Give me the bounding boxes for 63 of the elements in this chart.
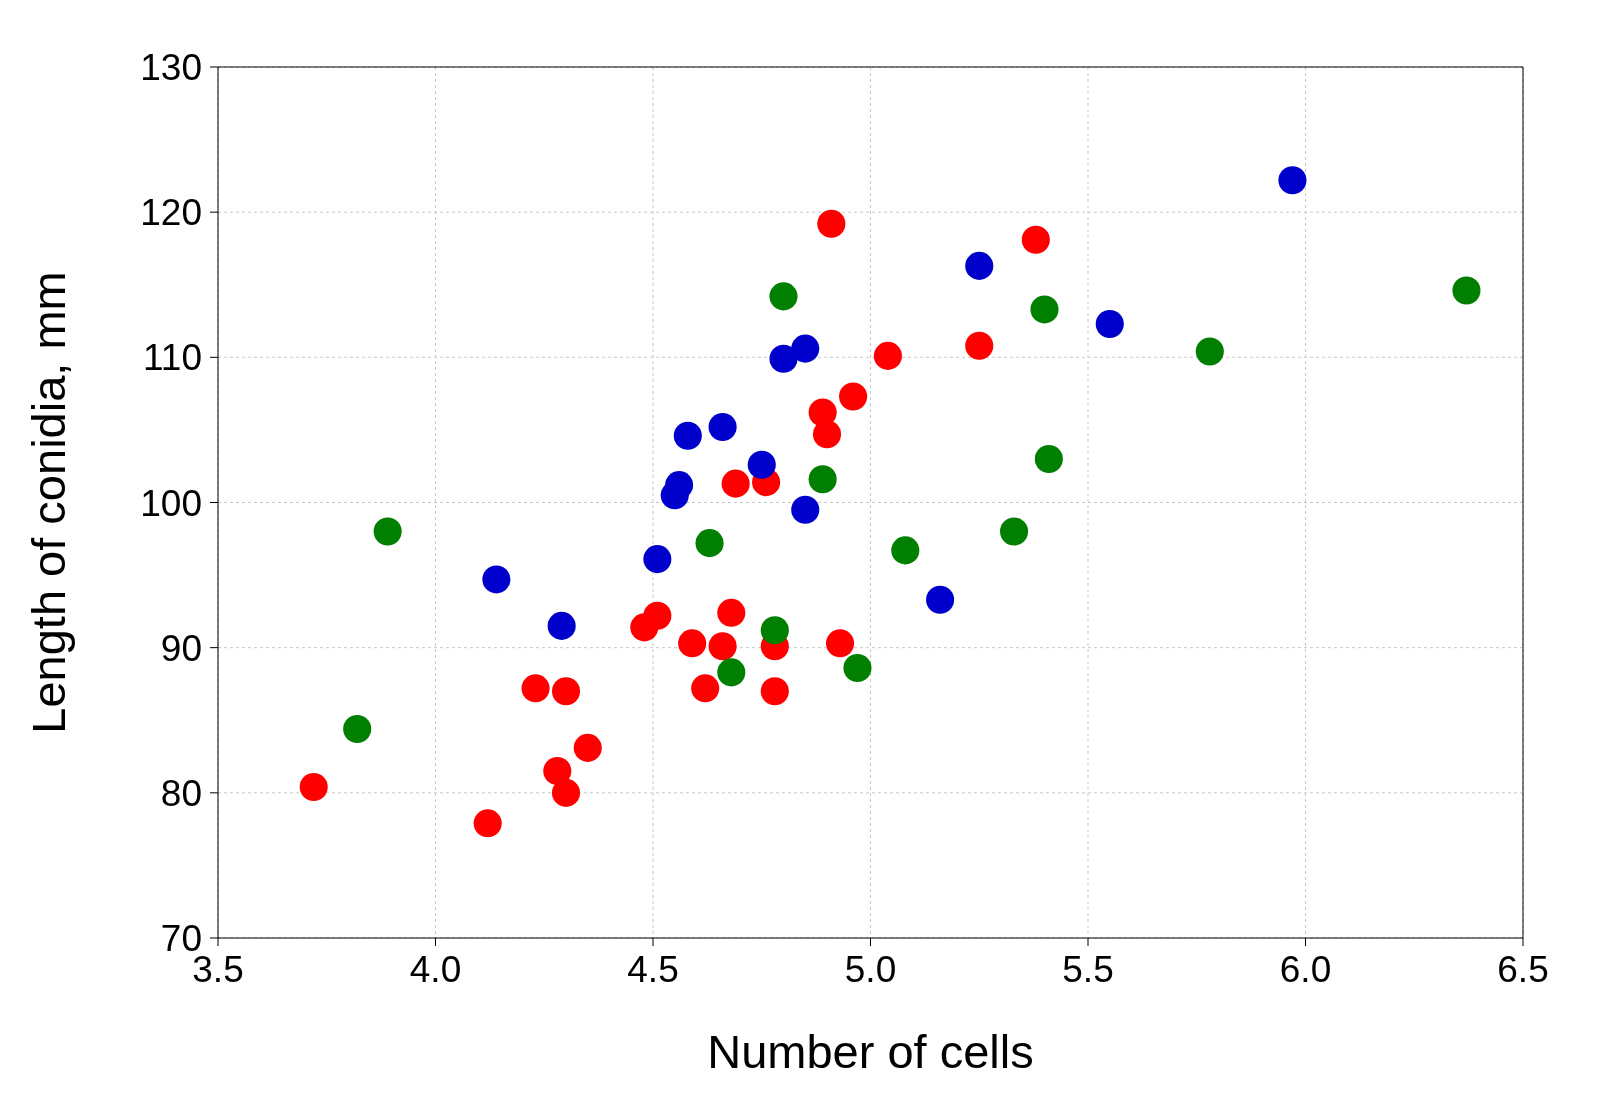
point bbox=[543, 757, 572, 786]
point bbox=[551, 677, 581, 706]
point bbox=[791, 495, 820, 524]
point bbox=[747, 450, 776, 479]
point bbox=[695, 529, 724, 558]
point bbox=[760, 677, 789, 706]
point bbox=[873, 341, 902, 370]
point bbox=[1095, 309, 1124, 338]
point bbox=[678, 629, 707, 658]
y-tick-label: 110 bbox=[143, 337, 202, 379]
point bbox=[717, 598, 746, 627]
point bbox=[473, 809, 502, 838]
point bbox=[1034, 444, 1063, 473]
x-axis-title: Number of cells bbox=[707, 1025, 1034, 1078]
point bbox=[791, 334, 820, 363]
point bbox=[1452, 276, 1481, 305]
point bbox=[843, 653, 872, 683]
point bbox=[891, 536, 920, 565]
x-tick-label: 4.0 bbox=[409, 949, 462, 991]
point bbox=[343, 714, 372, 743]
point bbox=[521, 674, 550, 703]
y-tick-label: 120 bbox=[140, 192, 202, 234]
point bbox=[808, 465, 837, 494]
point bbox=[721, 469, 750, 498]
point bbox=[1195, 337, 1224, 366]
point bbox=[547, 611, 576, 640]
point bbox=[573, 733, 602, 762]
x-tick-label: 6.5 bbox=[1497, 949, 1549, 991]
point bbox=[965, 251, 994, 280]
point bbox=[691, 674, 720, 703]
point bbox=[926, 585, 955, 614]
point bbox=[551, 778, 581, 807]
y-tick-label: 80 bbox=[160, 772, 202, 814]
point bbox=[826, 629, 855, 658]
point bbox=[673, 421, 702, 450]
point bbox=[965, 331, 994, 360]
point bbox=[299, 773, 328, 802]
x-tick-label: 5.0 bbox=[844, 949, 897, 991]
point bbox=[643, 545, 672, 574]
point bbox=[812, 420, 842, 449]
point bbox=[708, 412, 737, 442]
point bbox=[1030, 295, 1059, 324]
point bbox=[1021, 225, 1050, 254]
point bbox=[482, 565, 511, 594]
point bbox=[660, 481, 689, 510]
y-tick-label: 90 bbox=[160, 627, 202, 669]
point bbox=[1000, 517, 1029, 546]
point bbox=[839, 382, 868, 411]
point bbox=[373, 517, 402, 546]
point bbox=[717, 658, 746, 687]
y-axis-title: Length of conidia, mm bbox=[21, 271, 75, 734]
point bbox=[760, 616, 789, 645]
point bbox=[708, 632, 737, 661]
point bbox=[817, 209, 846, 238]
point bbox=[1278, 166, 1307, 195]
x-tick-label: 4.5 bbox=[627, 949, 679, 991]
y-tick-label: 130 bbox=[140, 47, 202, 89]
y-tick-label: 100 bbox=[140, 482, 202, 524]
x-tick-label: 6.0 bbox=[1279, 949, 1332, 991]
point bbox=[769, 344, 798, 373]
point bbox=[769, 282, 798, 311]
x-tick-label: 5.5 bbox=[1062, 949, 1114, 991]
point bbox=[643, 601, 672, 630]
